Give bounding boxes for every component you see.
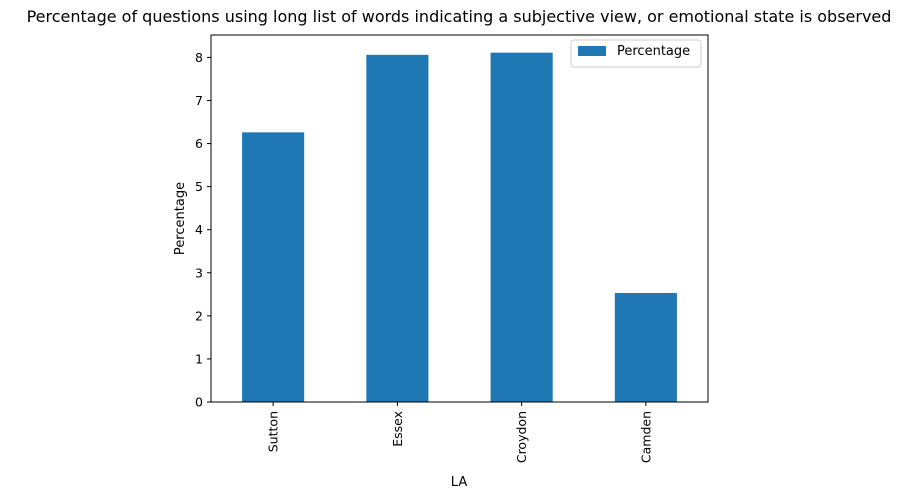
bar-croydon: [490, 52, 553, 402]
x-tick-label: Camden: [638, 411, 653, 463]
y-tick-label: 7: [195, 93, 203, 108]
bar-camden: [614, 293, 677, 402]
axes-frame: [210, 34, 709, 403]
x-tick-label: Sutton: [266, 411, 281, 452]
y-tick-label: 1: [195, 351, 203, 366]
y-tick-label: 8: [195, 50, 203, 65]
y-tick-label: 5: [195, 179, 203, 194]
legend-label: Percentage: [617, 44, 690, 59]
bars-group: [242, 52, 677, 403]
x-tick-label: Essex: [390, 411, 405, 447]
y-tick-label: 3: [195, 265, 203, 280]
y-axis-ticks: 0 1 2 3 4 5 6 7 8: [195, 50, 211, 410]
legend: Percentage: [570, 39, 702, 68]
legend-swatch: [578, 46, 606, 56]
chart-title: Percentage of questions using long list …: [27, 7, 892, 26]
y-tick-label: 2: [195, 308, 203, 323]
y-axis-label: Percentage: [173, 182, 188, 255]
y-tick-label: 0: [195, 395, 203, 410]
x-tick-label: Croydon: [514, 411, 529, 463]
y-tick-label: 6: [195, 136, 203, 151]
y-tick-label: 4: [195, 222, 203, 237]
x-axis-label: LA: [451, 475, 468, 490]
bar-essex: [366, 54, 429, 403]
x-axis-ticks: Sutton Essex Croydon Camden: [266, 402, 653, 463]
bar-sutton: [242, 132, 305, 402]
